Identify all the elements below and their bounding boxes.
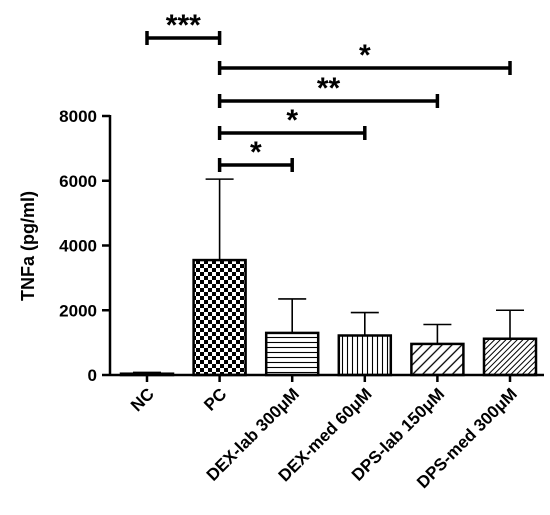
significance-label-4: * bbox=[286, 104, 298, 137]
axes-layer: 0 2000 4000 6000 8000 bbox=[59, 107, 544, 385]
bar-5 bbox=[410, 342, 465, 377]
significance-bracket-1: *** bbox=[145, 9, 222, 45]
bars-layer bbox=[119, 258, 538, 377]
significance-bracket-5: * bbox=[217, 136, 294, 172]
bar-3 bbox=[264, 331, 320, 377]
error-bar-6 bbox=[496, 309, 524, 339]
error-bars-layer bbox=[133, 178, 524, 374]
error-bar-2 bbox=[205, 178, 234, 261]
y-tick-label-4: 8000 bbox=[59, 107, 97, 126]
y-tick-label-1: 2000 bbox=[59, 301, 97, 320]
significance-label-1: *** bbox=[166, 9, 201, 42]
significance-label-2: * bbox=[359, 39, 371, 72]
y-tick-label-3: 6000 bbox=[59, 172, 97, 191]
significance-bracket-2: * bbox=[217, 39, 512, 75]
error-bar-5 bbox=[423, 323, 452, 344]
x-tick-label-1: NC bbox=[127, 384, 158, 415]
error-bar-1 bbox=[133, 371, 161, 374]
x-tick-label-2: PC bbox=[200, 384, 230, 414]
significance-layer: ******** bbox=[145, 9, 512, 172]
y-tick-label-0: 0 bbox=[88, 366, 97, 385]
significance-bracket-4: * bbox=[217, 104, 367, 140]
bar-6 bbox=[482, 337, 538, 377]
bar-4 bbox=[337, 334, 393, 377]
error-bar-3 bbox=[278, 298, 307, 333]
y-axis-label: TNFa (pg/ml) bbox=[18, 191, 38, 301]
significance-label-3: ** bbox=[317, 72, 341, 105]
y-tick-label-2: 4000 bbox=[59, 237, 97, 256]
error-bar-4 bbox=[350, 311, 379, 336]
bar-2 bbox=[192, 258, 247, 377]
significance-label-5: * bbox=[250, 136, 262, 169]
significance-bracket-3: ** bbox=[217, 72, 440, 108]
